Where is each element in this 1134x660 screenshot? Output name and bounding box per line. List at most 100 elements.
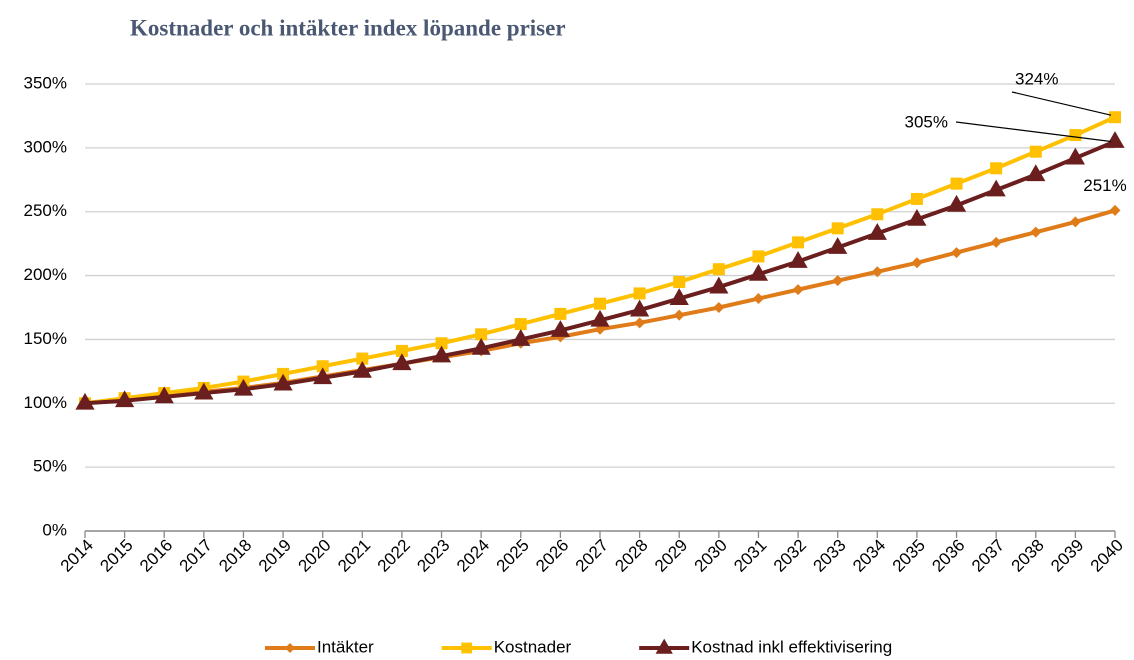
data-point — [673, 275, 686, 288]
data-label: 305% — [905, 112, 948, 131]
x-tick-label: 2031 — [730, 536, 770, 576]
data-point — [313, 367, 333, 385]
data-point — [788, 251, 808, 268]
data-point — [594, 297, 606, 310]
data-point — [1069, 129, 1082, 142]
data-point — [946, 194, 967, 212]
x-tick-label: 2028 — [611, 536, 651, 576]
data-point — [748, 263, 769, 281]
data-point — [356, 352, 369, 365]
x-tick-label: 2016 — [136, 536, 176, 576]
data-point — [792, 284, 804, 296]
legend-item: Kostnad inkl effektivisering — [639, 637, 892, 656]
leader-line — [1011, 91, 1112, 116]
data-point — [1109, 204, 1121, 216]
data-point — [950, 177, 963, 190]
data-point — [752, 293, 764, 305]
data-point — [590, 309, 610, 327]
x-tick-label: 2017 — [176, 536, 216, 576]
x-tick-label: 2036 — [928, 536, 968, 576]
data-point — [154, 386, 174, 404]
data-label: 324% — [1015, 69, 1058, 88]
x-tick-label: 2033 — [810, 536, 850, 576]
data-point — [1109, 111, 1121, 124]
x-tick-label: 2023 — [413, 536, 453, 576]
data-point — [435, 337, 448, 350]
x-tick-label: 2029 — [651, 536, 691, 576]
data-point — [986, 179, 1006, 197]
y-tick-label: 250% — [24, 201, 67, 220]
x-tick-label: 2026 — [532, 536, 572, 576]
x-tick-label: 2015 — [96, 536, 136, 576]
legend-marker — [461, 642, 473, 654]
data-point — [712, 263, 725, 276]
data-point — [907, 208, 927, 226]
data-point — [395, 344, 408, 357]
x-tick-label: 2024 — [453, 536, 493, 576]
data-point — [554, 307, 567, 320]
series-line — [84, 115, 1116, 406]
x-tick-label: 2030 — [691, 536, 731, 576]
data-point — [392, 353, 412, 371]
data-point — [1030, 226, 1042, 238]
legend-marker — [285, 643, 295, 653]
data-point — [352, 360, 372, 378]
data-point — [316, 360, 329, 373]
x-tick-label: 2027 — [572, 536, 612, 576]
data-point — [75, 392, 95, 410]
data-point — [910, 192, 923, 205]
x-tick-label: 2034 — [849, 536, 889, 576]
data-point — [713, 302, 725, 313]
x-tick-label: 2022 — [374, 536, 414, 576]
data-point — [867, 223, 887, 240]
y-tick-label: 350% — [24, 73, 67, 92]
legend-label: Kostnader — [494, 637, 572, 656]
data-point — [1029, 145, 1042, 158]
data-point — [1069, 216, 1081, 228]
x-tick-label: 2040 — [1087, 536, 1127, 576]
data-point — [951, 247, 963, 259]
y-tick-label: 50% — [33, 457, 67, 476]
x-tick-label: 2019 — [255, 536, 295, 576]
data-point — [1065, 147, 1085, 165]
y-tick-label: 0% — [42, 520, 67, 539]
data-point — [115, 390, 135, 408]
y-tick-label: 300% — [24, 137, 67, 156]
data-point — [511, 329, 531, 346]
data-point — [633, 287, 646, 300]
data-point — [911, 257, 923, 269]
data-point — [471, 337, 491, 355]
x-tick-label: 2014 — [57, 536, 97, 576]
legend-marker — [655, 638, 673, 654]
data-point — [669, 288, 689, 305]
data-point — [673, 309, 685, 321]
legend-item: Kostnader — [441, 637, 572, 656]
y-tick-label: 100% — [24, 393, 67, 412]
data-point — [514, 318, 527, 331]
data-point — [752, 250, 765, 263]
data-point — [194, 382, 214, 400]
data-point — [709, 276, 729, 294]
chart-title: Kostnader och intäkter index löpande pri… — [130, 15, 566, 40]
y-tick-label: 150% — [24, 329, 67, 348]
data-point — [233, 378, 254, 396]
data-point — [634, 317, 646, 329]
data-point — [1026, 164, 1046, 182]
x-tick-label: 2035 — [889, 536, 929, 576]
legend-label: Intäkter — [317, 637, 374, 656]
data-point — [792, 236, 805, 249]
data-point — [871, 208, 884, 221]
y-tick-label: 200% — [24, 265, 67, 284]
data-point — [550, 320, 570, 337]
data-point — [630, 299, 650, 317]
data-point — [475, 328, 488, 341]
x-tick-label: 2025 — [493, 536, 533, 576]
leader-line — [955, 121, 1112, 143]
x-tick-label: 2020 — [295, 536, 335, 576]
data-point — [431, 345, 452, 363]
x-tick-label: 2021 — [334, 536, 374, 576]
data-point — [990, 236, 1002, 248]
data-point — [1105, 131, 1125, 148]
data-label: 251% — [1083, 176, 1126, 195]
